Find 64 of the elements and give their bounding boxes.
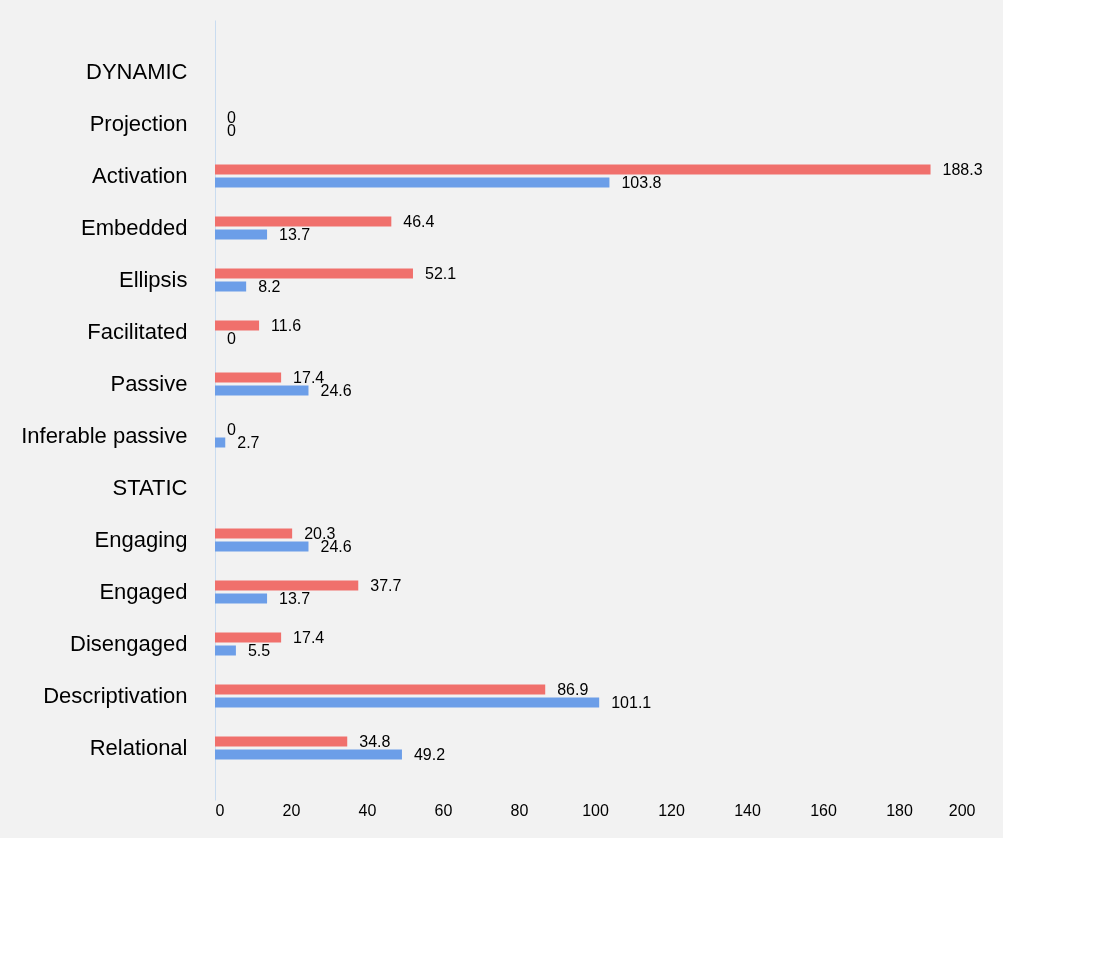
data-label: 52.1 [424, 264, 457, 282]
data-label: 17.4 [293, 628, 325, 646]
data-label: 86.9 [557, 680, 589, 698]
x-tick-label: 140 [734, 801, 761, 819]
bar [215, 736, 348, 747]
x-tick-label: 20 [282, 801, 301, 819]
bar [215, 320, 260, 331]
data-label: 0 [227, 420, 236, 438]
bar [215, 528, 293, 539]
data-label: 101.1 [611, 693, 652, 711]
bar [215, 632, 282, 643]
data-label: 0 [227, 329, 236, 347]
bar [215, 385, 309, 396]
y-tick-label: STATIC [112, 475, 188, 500]
x-tick-label: 200 [948, 801, 976, 819]
x-tick-label: 180 [886, 801, 913, 819]
bar [215, 281, 247, 292]
bar [215, 684, 546, 695]
y-tick-label: Descriptivation [43, 683, 188, 708]
y-tick-label: Passive [110, 371, 188, 396]
data-label: 8.2 [258, 277, 281, 295]
y-tick-label: Activation [92, 163, 188, 188]
bar [215, 372, 282, 383]
data-label: 13.7 [279, 589, 311, 607]
bar [215, 229, 268, 240]
bar [215, 437, 226, 448]
x-tick-label: 40 [358, 801, 377, 819]
bar [215, 268, 413, 279]
bar [215, 749, 402, 760]
y-tick-label: Projection [89, 111, 188, 136]
bar [215, 177, 610, 188]
x-tick-label: 160 [810, 801, 837, 819]
bar [215, 541, 309, 552]
y-tick-label: Relational [89, 735, 188, 760]
data-label: 24.6 [320, 381, 352, 399]
bar [215, 580, 359, 591]
bar [215, 593, 268, 604]
bar [215, 216, 392, 227]
y-tick-label: Facilitated [87, 319, 188, 344]
x-tick-label: 0 [215, 801, 225, 819]
y-tick-label: Inferable passive [21, 423, 188, 448]
data-label: 13.7 [279, 225, 311, 243]
data-label: 37.7 [370, 576, 402, 594]
y-tick-label: Ellipsis [119, 267, 188, 292]
x-tick-label: 120 [658, 801, 685, 819]
data-label: 49.2 [413, 745, 446, 763]
x-tick-label: 100 [582, 801, 609, 819]
y-tick-label: Embedded [81, 215, 188, 240]
data-label: 103.8 [621, 173, 662, 191]
data-label: 34.8 [359, 732, 391, 750]
bar [215, 697, 600, 708]
bar [215, 164, 931, 175]
x-tick-label: 80 [510, 801, 529, 819]
y-tick-label: DYNAMIC [86, 59, 188, 84]
bar [215, 645, 236, 656]
data-label: 11.6 [271, 316, 302, 334]
data-label: 2.7 [237, 433, 260, 451]
y-tick-label: Engaged [99, 579, 188, 604]
data-label: 5.5 [247, 641, 271, 659]
data-label: 46.4 [403, 212, 435, 230]
x-tick-label: 60 [434, 801, 453, 819]
y-tick-label: Engaging [94, 527, 188, 552]
data-label: 188.3 [942, 160, 983, 178]
y-tick-label: Disengaged [70, 631, 188, 656]
